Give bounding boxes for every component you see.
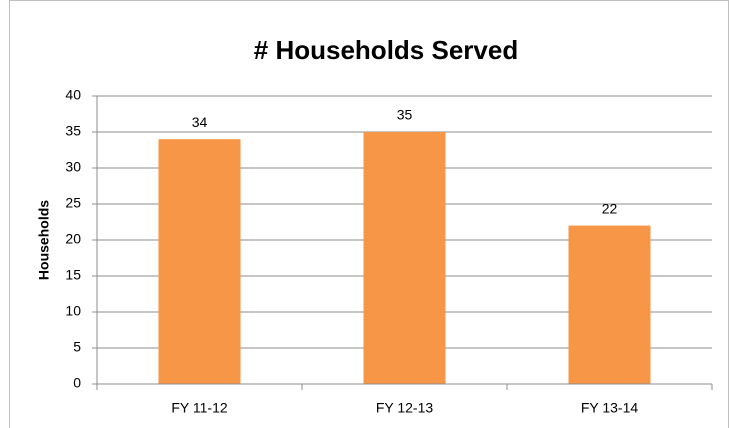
x-tick-label: FY 13-14: [581, 400, 639, 416]
bar: [568, 225, 651, 384]
bar: [158, 139, 241, 384]
y-axis-label: Households: [36, 200, 52, 280]
chart-title: # Households Served: [254, 35, 518, 65]
y-tick-label: 25: [65, 195, 81, 211]
y-tick-label: 40: [65, 87, 81, 103]
bar: [363, 132, 446, 384]
y-tick-label: 10: [65, 303, 81, 319]
y-tick-label: 20: [65, 231, 81, 247]
data-label: 34: [192, 114, 208, 130]
x-tick-label: FY 11-12: [171, 400, 228, 416]
x-tick-label: FY 12-13: [376, 400, 434, 416]
y-tick-label: 30: [65, 159, 81, 175]
y-tick-label: 15: [65, 267, 81, 283]
data-label: 35: [397, 107, 413, 123]
y-tick-label: 35: [65, 123, 81, 139]
y-tick-label: 5: [73, 339, 81, 355]
data-label: 22: [602, 200, 618, 216]
y-tick-label: 0: [73, 375, 81, 391]
